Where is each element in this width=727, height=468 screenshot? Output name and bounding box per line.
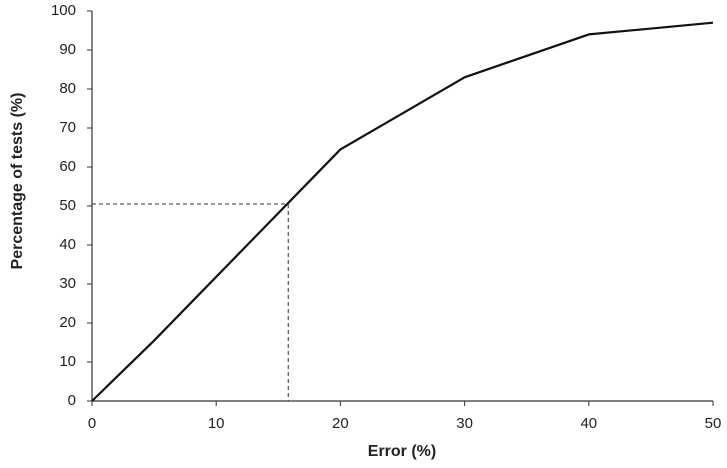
x-tick-label: 50 xyxy=(705,415,722,432)
y-axis-title: Percentage of tests (%) xyxy=(9,93,26,270)
x-tick-label: 20 xyxy=(332,415,349,432)
x-tick-label: 40 xyxy=(580,415,597,432)
y-tick-label: 10 xyxy=(59,353,76,370)
x-tick-label: 0 xyxy=(88,415,96,432)
y-tick-label: 100 xyxy=(51,2,76,19)
y-tick-label: 20 xyxy=(59,314,76,331)
y-tick-label: 50 xyxy=(59,197,76,214)
x-tick-label: 10 xyxy=(208,415,225,432)
y-tick-label: 40 xyxy=(59,236,76,253)
y-tick-label: 30 xyxy=(59,275,76,292)
y-tick-label: 90 xyxy=(59,41,76,58)
y-tick-label: 80 xyxy=(59,80,76,97)
data-line xyxy=(91,21,714,402)
x-axis-title: Error (%) xyxy=(368,443,436,460)
y-tick-label: 60 xyxy=(59,158,76,175)
y-tick-label: 70 xyxy=(59,119,76,136)
x-tick-label: 30 xyxy=(456,415,473,432)
y-tick-label: 0 xyxy=(68,392,76,409)
